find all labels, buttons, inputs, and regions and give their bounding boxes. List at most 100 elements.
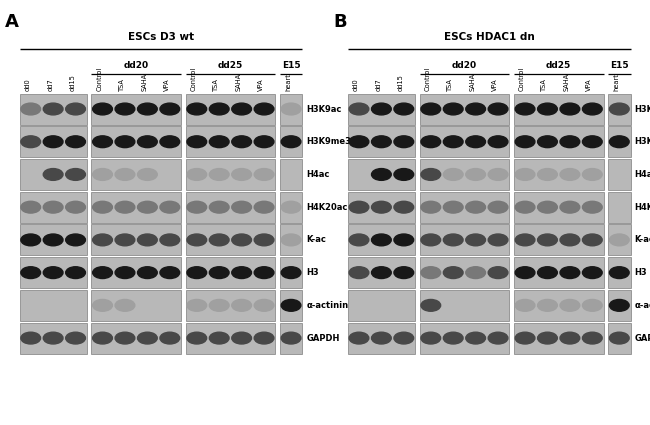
Ellipse shape	[21, 332, 40, 344]
Ellipse shape	[582, 234, 602, 246]
Bar	[420, 192, 510, 223]
Text: α-actinin: α-actinin	[634, 301, 650, 310]
Bar	[280, 290, 302, 321]
Text: GAPDH: GAPDH	[634, 334, 650, 343]
Ellipse shape	[421, 103, 441, 115]
Bar	[348, 94, 415, 125]
Ellipse shape	[138, 201, 157, 213]
Bar	[20, 94, 86, 125]
Ellipse shape	[281, 136, 301, 147]
Text: K-ac: K-ac	[634, 235, 650, 244]
Ellipse shape	[515, 169, 535, 180]
Ellipse shape	[160, 201, 179, 213]
Bar	[186, 257, 276, 288]
Ellipse shape	[209, 169, 229, 180]
Bar	[91, 257, 181, 288]
Ellipse shape	[21, 136, 40, 147]
Text: dd7: dd7	[376, 79, 382, 91]
Text: ESCs HDAC1 dn: ESCs HDAC1 dn	[444, 32, 534, 42]
Bar	[91, 192, 181, 223]
Ellipse shape	[538, 300, 557, 311]
Ellipse shape	[138, 234, 157, 246]
Ellipse shape	[394, 169, 413, 180]
Ellipse shape	[349, 136, 369, 147]
Ellipse shape	[582, 103, 602, 115]
Ellipse shape	[488, 136, 508, 147]
Ellipse shape	[44, 201, 63, 213]
Bar	[420, 94, 510, 125]
Ellipse shape	[160, 332, 179, 344]
Bar	[186, 192, 276, 223]
Ellipse shape	[254, 103, 274, 115]
Text: SAHA: SAHA	[236, 73, 242, 91]
Text: dd0: dd0	[353, 79, 359, 91]
Ellipse shape	[115, 136, 135, 147]
Text: H3K9ac: H3K9ac	[306, 105, 341, 113]
Ellipse shape	[372, 136, 391, 147]
Ellipse shape	[66, 169, 85, 180]
Ellipse shape	[582, 201, 602, 213]
Ellipse shape	[560, 332, 580, 344]
Ellipse shape	[209, 332, 229, 344]
Ellipse shape	[232, 201, 252, 213]
Ellipse shape	[232, 136, 252, 147]
Text: VPA: VPA	[492, 79, 498, 91]
Ellipse shape	[187, 234, 207, 246]
Ellipse shape	[421, 136, 441, 147]
Ellipse shape	[187, 267, 207, 278]
Ellipse shape	[115, 267, 135, 278]
Ellipse shape	[488, 332, 508, 344]
Ellipse shape	[21, 267, 40, 278]
Ellipse shape	[610, 234, 629, 246]
Text: TSA: TSA	[541, 79, 547, 91]
Text: ESCs D3 wt: ESCs D3 wt	[128, 32, 194, 42]
Ellipse shape	[372, 201, 391, 213]
Ellipse shape	[232, 103, 252, 115]
Text: Control: Control	[97, 67, 103, 91]
Ellipse shape	[610, 332, 629, 344]
Text: E15: E15	[281, 61, 300, 70]
Text: α-actinin: α-actinin	[306, 301, 348, 310]
Ellipse shape	[93, 234, 112, 246]
Ellipse shape	[610, 103, 629, 115]
Bar	[514, 126, 604, 157]
Ellipse shape	[66, 234, 85, 246]
Ellipse shape	[93, 267, 112, 278]
Ellipse shape	[44, 267, 63, 278]
Bar	[280, 126, 302, 157]
Ellipse shape	[93, 300, 112, 311]
Ellipse shape	[538, 267, 557, 278]
Ellipse shape	[582, 136, 602, 147]
Ellipse shape	[232, 169, 252, 180]
Ellipse shape	[349, 332, 369, 344]
Text: K-ac: K-ac	[306, 235, 326, 244]
Ellipse shape	[281, 201, 301, 213]
Ellipse shape	[232, 267, 252, 278]
Ellipse shape	[209, 234, 229, 246]
Ellipse shape	[560, 267, 580, 278]
Ellipse shape	[44, 234, 63, 246]
Bar	[20, 126, 86, 157]
Bar	[514, 94, 604, 125]
Bar	[608, 159, 630, 190]
Bar	[186, 94, 276, 125]
Ellipse shape	[538, 234, 557, 246]
Ellipse shape	[394, 201, 413, 213]
Ellipse shape	[372, 234, 391, 246]
Ellipse shape	[232, 300, 252, 311]
Bar	[420, 224, 510, 255]
Text: dd25: dd25	[218, 61, 243, 70]
Ellipse shape	[66, 103, 85, 115]
Text: B: B	[333, 13, 347, 31]
Text: dd25: dd25	[546, 61, 571, 70]
Ellipse shape	[466, 136, 486, 147]
Ellipse shape	[582, 332, 602, 344]
Ellipse shape	[209, 201, 229, 213]
Ellipse shape	[538, 332, 557, 344]
Text: GAPDH: GAPDH	[306, 334, 339, 343]
Bar	[348, 192, 415, 223]
Ellipse shape	[281, 332, 301, 344]
Bar	[348, 126, 415, 157]
Ellipse shape	[281, 267, 301, 278]
Bar	[608, 192, 630, 223]
